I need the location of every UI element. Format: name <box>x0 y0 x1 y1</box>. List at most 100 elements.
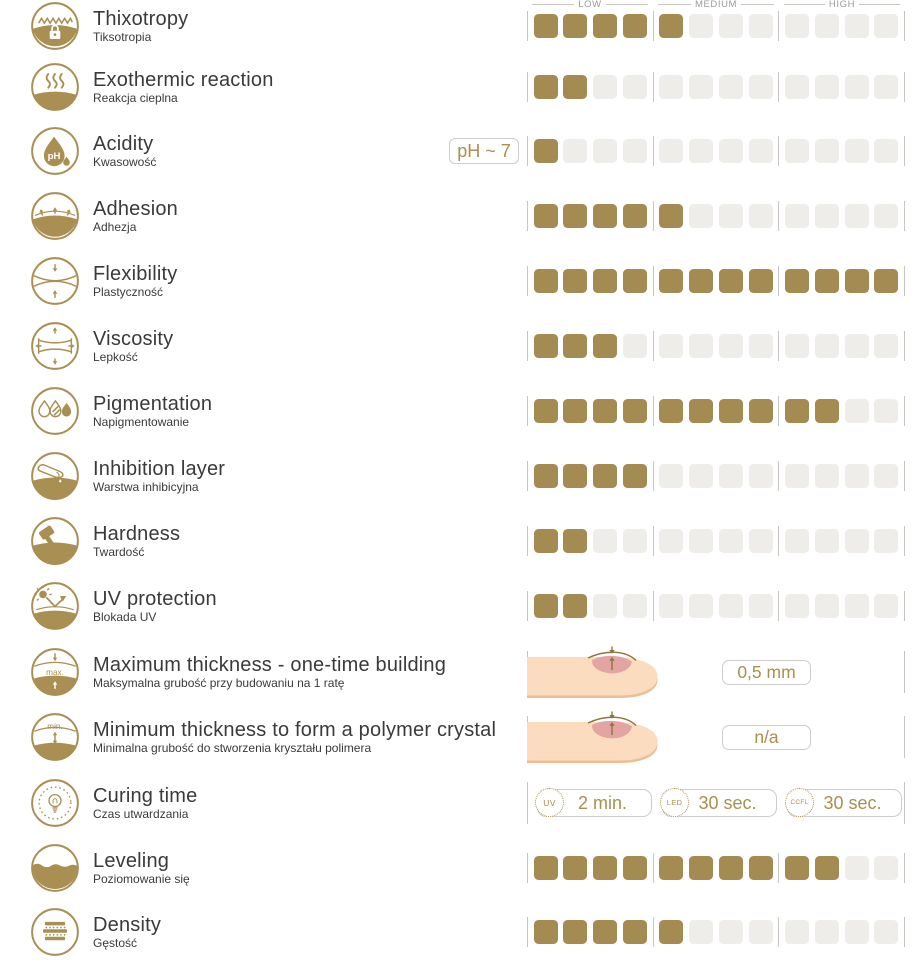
property-subtitle: Minimalna grubość do stworzenia kryształ… <box>93 741 372 755</box>
rating-segment <box>779 75 904 99</box>
rating-square <box>689 269 714 293</box>
property-row: Viscosity Lepkość <box>0 320 922 372</box>
rating-segment <box>779 399 904 423</box>
rating-square <box>689 139 714 163</box>
rating-segment <box>654 139 779 163</box>
property-labels: Inhibition layer Warstwa inhibicyjna <box>93 458 225 494</box>
rating-square <box>563 464 588 488</box>
rating-square <box>563 856 588 880</box>
rating-square <box>718 856 743 880</box>
scale-divider <box>778 917 780 947</box>
rating-bar <box>527 61 906 113</box>
property-value-area <box>527 515 906 567</box>
rating-segment <box>528 269 653 293</box>
rating-square <box>718 594 743 618</box>
scale-divider <box>527 853 528 883</box>
property-labels: Density Gęstość <box>93 914 161 950</box>
rating-square <box>748 269 773 293</box>
scale-divider <box>904 716 905 758</box>
rating-square <box>748 204 773 228</box>
rating-square <box>593 399 618 423</box>
rating-square <box>659 204 684 228</box>
rating-square <box>785 14 810 38</box>
scale-divider <box>904 651 905 693</box>
rating-square <box>814 204 839 228</box>
scale-header-line <box>784 4 825 5</box>
rating-bar <box>527 515 906 567</box>
property-subtitle: Warstwa inhibicyjna <box>93 480 199 494</box>
property-labels: Thixotropy Tiksotropia <box>93 8 188 44</box>
rating-square <box>785 920 810 944</box>
rating-segment <box>779 204 904 228</box>
property-row: Leveling Poziomowanie się <box>0 842 922 894</box>
property-value-area: UV 2 min. LED 30 sec. CCFL 30 sec. <box>527 777 905 829</box>
rating-square <box>563 139 588 163</box>
scale-divider <box>904 201 906 231</box>
scale-divider <box>652 591 654 621</box>
rating-square <box>563 399 588 423</box>
scale-divider <box>778 11 780 41</box>
rating-segment <box>654 920 779 944</box>
rating-segment <box>779 856 904 880</box>
rating-square <box>533 594 558 618</box>
rating-square <box>874 856 899 880</box>
rating-square <box>659 269 684 293</box>
rating-square <box>593 334 618 358</box>
rating-square <box>533 529 558 553</box>
property-subtitle: Maksymalna grubość przy budowaniu na 1 r… <box>93 676 345 690</box>
curing-time-badge: UV 2 min. <box>535 788 652 817</box>
rating-square <box>593 269 618 293</box>
rating-square <box>622 464 647 488</box>
rating-square <box>785 269 810 293</box>
property-subtitle: Gęstość <box>93 936 138 950</box>
scale-divider <box>904 591 906 621</box>
rating-bar <box>527 125 906 177</box>
property-title: Flexibility <box>93 263 178 285</box>
rating-square <box>659 334 684 358</box>
rating-square <box>874 399 899 423</box>
rating-square <box>659 529 684 553</box>
rating-square <box>718 139 743 163</box>
rating-segment <box>779 269 904 293</box>
scale-header-line <box>741 4 774 5</box>
rating-square <box>874 594 899 618</box>
scale-header-line <box>658 4 691 5</box>
rating-square <box>844 594 869 618</box>
rating-square <box>622 529 647 553</box>
curing-time-badge: LED 30 sec. <box>660 788 777 817</box>
property-subtitle: Napigmentowanie <box>93 415 190 429</box>
rating-square <box>785 139 810 163</box>
scale-divider <box>778 136 780 166</box>
uv-lamp-icon: UV <box>535 788 564 817</box>
property-subtitle: Reakcja cieplna <box>93 91 178 105</box>
rating-square <box>659 856 684 880</box>
rating-square <box>718 529 743 553</box>
rating-square <box>622 594 647 618</box>
rating-square <box>814 399 839 423</box>
svg-text:max.: max. <box>46 668 64 677</box>
rating-square <box>844 920 869 944</box>
property-title: Acidity <box>93 133 154 155</box>
rating-square <box>844 204 869 228</box>
scale-divider <box>778 461 780 491</box>
rating-square <box>874 204 899 228</box>
led-lamp-icon: LED <box>660 788 689 817</box>
property-labels: Viscosity Lepkość <box>93 328 173 364</box>
rating-square <box>748 75 773 99</box>
rating-square <box>622 75 647 99</box>
rating-square <box>563 920 588 944</box>
property-value-area: LOW MEDIUM HIGH <box>527 0 906 52</box>
property-labels: UV protection Blokada UV <box>93 588 217 624</box>
rating-bar <box>527 580 906 632</box>
rating-square <box>533 75 558 99</box>
property-row: UV protection Blokada UV <box>0 580 922 632</box>
property-row: pH Acidity Kwasowość pH ~ 7 <box>0 125 922 177</box>
ccfl-lamp-icon: CCFL <box>785 788 814 817</box>
rating-segment <box>528 139 653 163</box>
exothermic-reaction-icon <box>30 62 80 112</box>
scale-divider <box>652 72 654 102</box>
rating-segment <box>654 399 779 423</box>
rating-square <box>533 856 558 880</box>
rating-square <box>593 856 618 880</box>
rating-square <box>748 529 773 553</box>
